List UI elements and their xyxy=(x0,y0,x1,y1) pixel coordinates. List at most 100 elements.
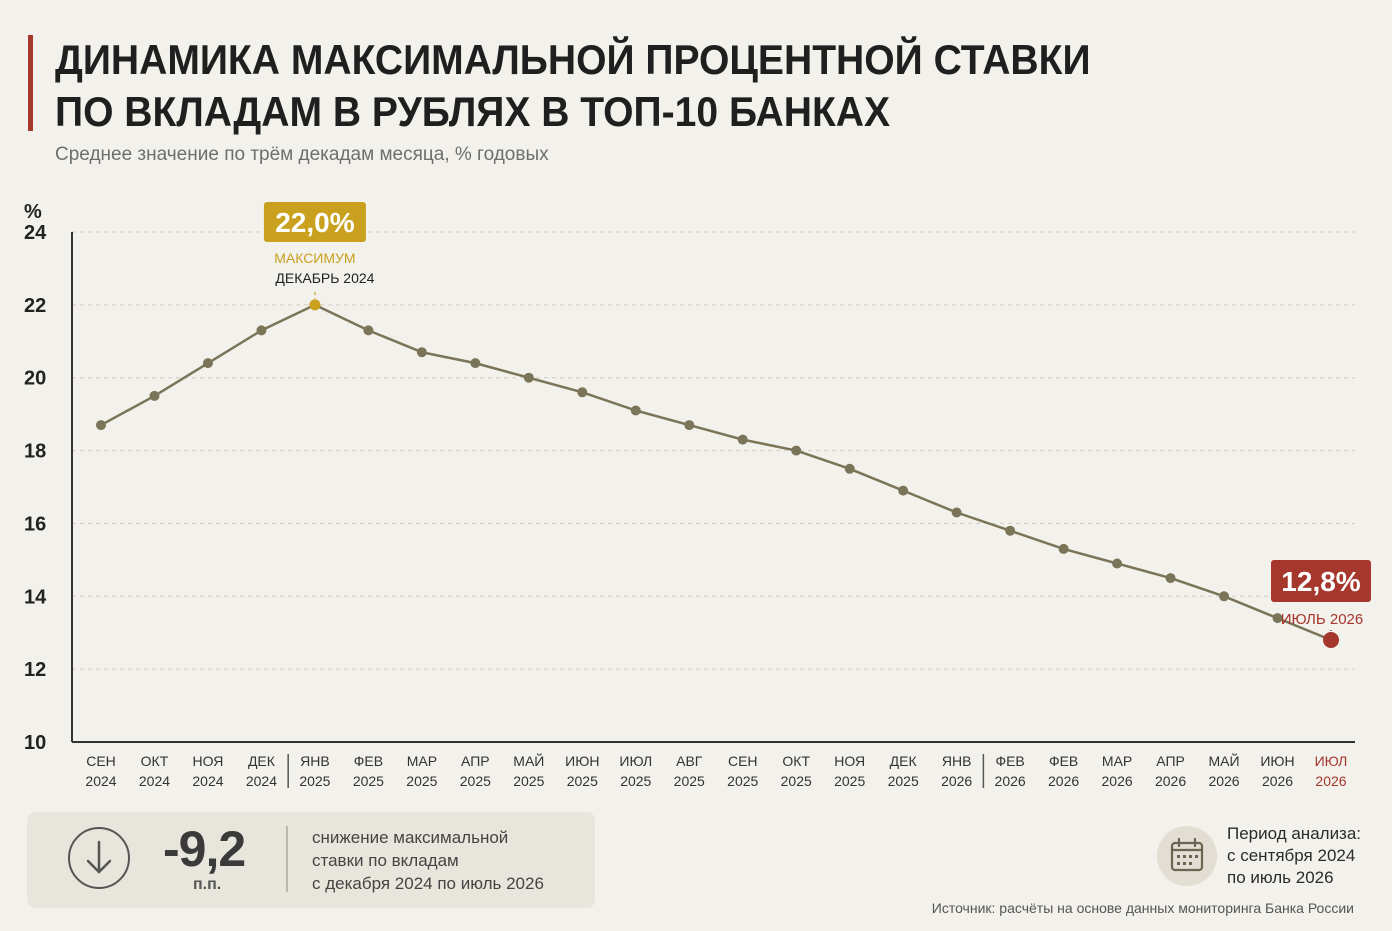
x-tick-year: 2026 xyxy=(1208,773,1239,789)
max-value-label: 22,0% xyxy=(275,207,354,238)
data-point xyxy=(791,445,802,456)
x-tick-year: 2026 xyxy=(1155,773,1186,789)
x-tick-year: 2025 xyxy=(299,773,330,789)
x-tick-year: 2024 xyxy=(246,773,277,789)
summary-line-3: с декабря 2024 по июль 2026 xyxy=(312,874,544,893)
y-tick-label: 24 xyxy=(24,222,47,244)
x-tick-month: ДЕК xyxy=(890,753,918,769)
x-tick-year: 2025 xyxy=(406,773,437,789)
data-point xyxy=(1219,591,1230,602)
x-tick-year: 2026 xyxy=(1262,773,1293,789)
x-tick-year: 2024 xyxy=(192,773,223,789)
x-tick-month: МАР xyxy=(407,753,437,769)
x-tick-month: СЕН xyxy=(728,753,758,769)
period-info: Период анализа: с сентября 2024 по июль … xyxy=(1227,823,1361,889)
data-point xyxy=(1165,573,1176,584)
x-tick-month: ИЮН xyxy=(565,753,599,769)
arrow-down-icon xyxy=(68,827,130,889)
title-line-2: ПО ВКЛАДАМ В РУБЛЯХ В ТОП-10 БАНКАХ xyxy=(55,88,891,135)
data-point xyxy=(202,358,213,369)
x-tick-month: ИЮЛ xyxy=(1315,753,1348,769)
last-value-badge xyxy=(1271,560,1371,602)
data-point xyxy=(630,405,641,416)
y-tick-label: 16 xyxy=(24,513,46,535)
data-point xyxy=(684,420,695,431)
data-point xyxy=(309,299,321,311)
data-point xyxy=(577,387,588,398)
period-line-3: по июль 2026 xyxy=(1227,868,1334,887)
summary-panel: -9,2 п.п. снижение максимальной ставки п… xyxy=(27,812,595,908)
x-tick-month: МАЙ xyxy=(513,752,544,769)
data-point xyxy=(844,463,855,474)
x-tick-year: 2025 xyxy=(620,773,651,789)
data-point xyxy=(1058,543,1069,554)
y-unit-label: % xyxy=(24,201,42,223)
x-tick-year: 2025 xyxy=(460,773,491,789)
data-point xyxy=(363,325,374,336)
data-point xyxy=(523,372,534,383)
max-label: МАКСИМУМ xyxy=(274,250,355,266)
summary-line-1: снижение максимальной xyxy=(312,828,509,847)
period-line-1: Период анализа: xyxy=(1227,824,1362,843)
max-value-badge xyxy=(263,202,366,242)
x-tick-year: 2026 xyxy=(1048,773,1079,789)
summary-value: -9,2 xyxy=(163,821,246,877)
y-tick-label: 10 xyxy=(24,732,46,754)
chart-title: ДИНАМИКА МАКСИМАЛЬНОЙ ПРОЦЕНТНОЙ СТАВКИ … xyxy=(55,34,1091,138)
data-point xyxy=(1272,613,1283,624)
x-tick-month: ОКТ xyxy=(782,753,810,769)
x-tick-month: МАР xyxy=(1102,753,1132,769)
x-tick-month: СЕН xyxy=(86,753,116,769)
x-tick-month: АВГ xyxy=(676,753,703,769)
x-tick-year: 2025 xyxy=(674,773,705,789)
x-tick-month: АПР xyxy=(461,753,490,769)
x-tick-month: ИЮЛ xyxy=(619,753,652,769)
x-tick-year: 2025 xyxy=(567,773,598,789)
data-point xyxy=(96,420,106,431)
summary-unit: п.п. xyxy=(193,876,222,893)
x-tick-year: 2025 xyxy=(513,773,544,789)
data-point xyxy=(256,325,267,336)
data-point xyxy=(898,485,909,496)
data-point xyxy=(951,507,962,518)
x-tick-year: 2024 xyxy=(139,773,170,789)
x-tick-month: ФЕВ xyxy=(995,753,1024,769)
data-point xyxy=(1112,558,1123,569)
title-line-1: ДИНАМИКА МАКСИМАЛЬНОЙ ПРОЦЕНТНОЙ СТАВКИ xyxy=(55,36,1091,83)
data-point xyxy=(1323,632,1339,648)
x-tick-year: 2026 xyxy=(1102,773,1133,789)
last-label: ИЮЛЬ 2026 xyxy=(1281,611,1364,628)
data-point xyxy=(470,358,481,369)
summary-line-2: ставки по вкладам xyxy=(312,851,459,870)
x-tick-month: НОЯ xyxy=(834,753,865,769)
x-tick-month: ЯНВ xyxy=(300,753,330,769)
x-tick-month: ЯНВ xyxy=(942,753,972,769)
x-tick-year: 2025 xyxy=(888,773,919,789)
x-tick-year: 2026 xyxy=(1315,773,1346,789)
data-point xyxy=(1005,525,1016,536)
x-tick-year: 2026 xyxy=(995,773,1026,789)
x-tick-month: ИЮН xyxy=(1260,753,1294,769)
x-tick-year: 2025 xyxy=(727,773,758,789)
series-line xyxy=(100,303,1332,642)
x-tick-year: 2025 xyxy=(781,773,812,789)
x-tick-month: ФЕВ xyxy=(1049,753,1078,769)
x-tick-month: АПР xyxy=(1156,753,1185,769)
title-accent-bar xyxy=(28,35,33,131)
x-tick-year: 2026 xyxy=(941,773,972,789)
x-tick-month: ФЕВ xyxy=(354,753,383,769)
x-tick-month: МАЙ xyxy=(1209,752,1240,769)
max-sublabel: ДЕКАБРЬ 2024 xyxy=(275,270,374,286)
y-tick-label: 18 xyxy=(24,441,46,463)
y-tick-label: 14 xyxy=(24,586,47,608)
y-tick-label: 22 xyxy=(24,295,46,317)
summary-divider xyxy=(286,826,288,892)
calendar-icon xyxy=(1157,826,1217,886)
x-tick-month: ДЕК xyxy=(248,753,276,769)
x-tick-year: 2024 xyxy=(85,773,116,789)
y-tick-label: 12 xyxy=(24,659,46,681)
data-point xyxy=(416,347,427,358)
x-tick-month: НОЯ xyxy=(193,753,224,769)
period-line-2: с сентября 2024 xyxy=(1227,846,1356,865)
last-value-label: 12,8% xyxy=(1281,566,1360,597)
